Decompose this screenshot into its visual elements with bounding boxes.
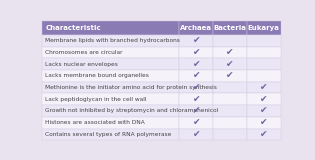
Text: Lack peptidoglycan in the cell wall: Lack peptidoglycan in the cell wall bbox=[45, 97, 147, 102]
Text: Bacteria: Bacteria bbox=[214, 25, 247, 31]
Bar bbox=[179, 105, 213, 117]
Bar bbox=[42, 117, 179, 128]
Text: ✔: ✔ bbox=[260, 118, 267, 127]
Bar bbox=[213, 35, 247, 47]
Bar bbox=[213, 105, 247, 117]
Text: ✔: ✔ bbox=[226, 60, 234, 69]
Bar bbox=[213, 70, 247, 82]
Bar bbox=[213, 93, 247, 105]
Text: ✔: ✔ bbox=[260, 107, 267, 116]
Text: Lacks membrane bound organelles: Lacks membrane bound organelles bbox=[45, 73, 149, 78]
Bar bbox=[179, 47, 213, 58]
Bar bbox=[179, 21, 213, 35]
Text: ✔: ✔ bbox=[192, 72, 200, 80]
Text: Archaea: Archaea bbox=[180, 25, 212, 31]
Bar bbox=[179, 35, 213, 47]
Text: ✔: ✔ bbox=[192, 118, 200, 127]
Bar bbox=[213, 128, 247, 140]
Bar bbox=[179, 93, 213, 105]
Bar bbox=[247, 70, 281, 82]
Text: Methionine is the initiator amino acid for protein synthesis: Methionine is the initiator amino acid f… bbox=[45, 85, 217, 90]
Text: ✔: ✔ bbox=[192, 36, 200, 45]
Text: Characteristic: Characteristic bbox=[45, 25, 101, 31]
Bar bbox=[213, 82, 247, 93]
Text: Chromosomes are circular: Chromosomes are circular bbox=[45, 50, 123, 55]
Bar bbox=[42, 128, 179, 140]
Bar bbox=[247, 58, 281, 70]
Text: ✔: ✔ bbox=[192, 95, 200, 104]
Bar bbox=[179, 82, 213, 93]
Bar bbox=[247, 21, 281, 35]
Bar bbox=[247, 105, 281, 117]
Bar bbox=[42, 47, 179, 58]
Text: ✔: ✔ bbox=[192, 130, 200, 139]
Text: ✔: ✔ bbox=[192, 107, 200, 116]
Bar bbox=[213, 47, 247, 58]
Bar bbox=[179, 70, 213, 82]
Bar bbox=[179, 117, 213, 128]
Bar bbox=[247, 35, 281, 47]
Bar bbox=[247, 93, 281, 105]
Text: ✔: ✔ bbox=[192, 83, 200, 92]
Bar bbox=[247, 82, 281, 93]
Bar bbox=[213, 117, 247, 128]
Text: Membrane lipids with branched hydrocarbons: Membrane lipids with branched hydrocarbo… bbox=[45, 38, 180, 43]
Bar bbox=[179, 58, 213, 70]
Bar bbox=[42, 70, 179, 82]
Text: Eukarya: Eukarya bbox=[248, 25, 280, 31]
Bar bbox=[213, 58, 247, 70]
Bar bbox=[247, 47, 281, 58]
Bar bbox=[42, 93, 179, 105]
Text: ✔: ✔ bbox=[260, 95, 267, 104]
Text: Histones are associated with DNA: Histones are associated with DNA bbox=[45, 120, 145, 125]
Text: ✔: ✔ bbox=[192, 48, 200, 57]
Bar bbox=[247, 128, 281, 140]
Bar bbox=[247, 117, 281, 128]
Bar bbox=[213, 21, 247, 35]
Text: ✔: ✔ bbox=[226, 48, 234, 57]
Text: Lacks nuclear envelopes: Lacks nuclear envelopes bbox=[45, 62, 118, 67]
Text: Contains several types of RNA polymerase: Contains several types of RNA polymerase bbox=[45, 132, 172, 137]
Bar bbox=[42, 82, 179, 93]
Bar bbox=[42, 35, 179, 47]
Text: Growth not inhibited by streptomycin and chloramphenicol: Growth not inhibited by streptomycin and… bbox=[45, 108, 219, 113]
Bar bbox=[179, 128, 213, 140]
Text: ✔: ✔ bbox=[260, 83, 267, 92]
Text: ✔: ✔ bbox=[226, 72, 234, 80]
Bar bbox=[42, 58, 179, 70]
Bar bbox=[42, 21, 179, 35]
Bar bbox=[42, 105, 179, 117]
Text: ✔: ✔ bbox=[260, 130, 267, 139]
Text: ✔: ✔ bbox=[192, 60, 200, 69]
